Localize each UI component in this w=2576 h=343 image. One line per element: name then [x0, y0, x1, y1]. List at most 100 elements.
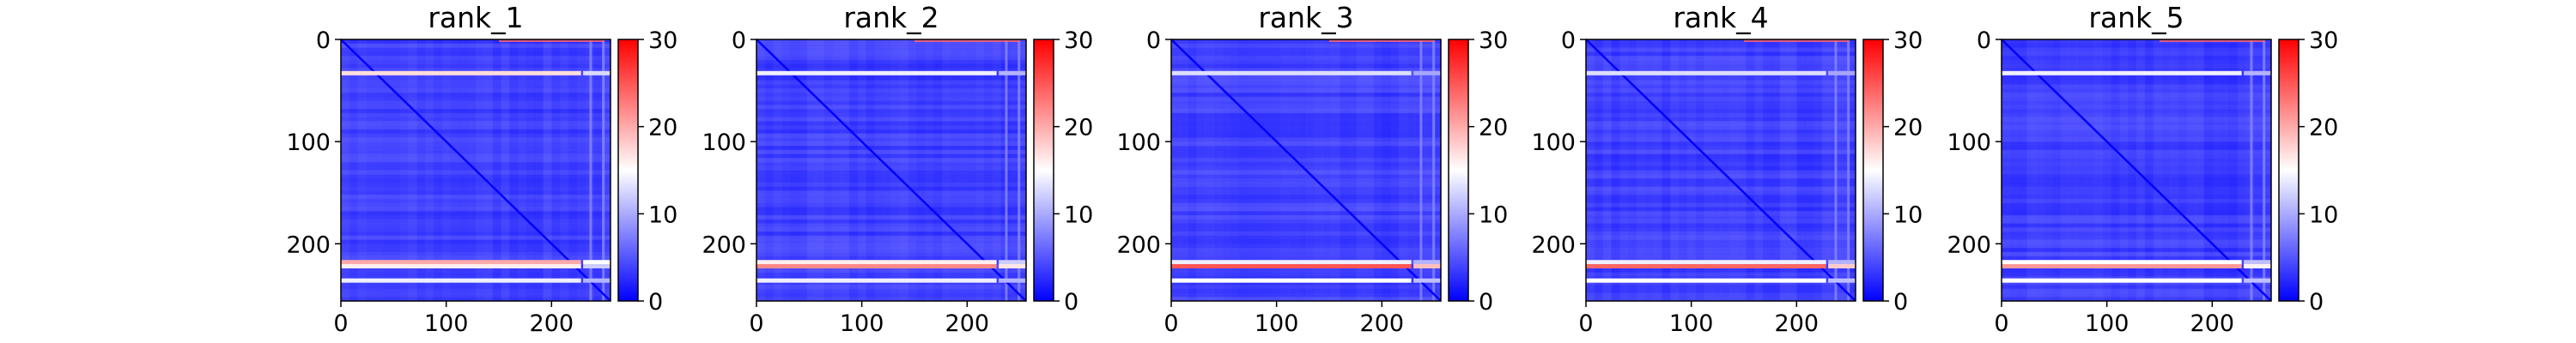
heatmap-band [1413, 278, 1441, 283]
heatmap-row-stripe [2002, 43, 2271, 49]
panel-title: rank_4 [1673, 1, 1768, 34]
x-tick-label: 200 [945, 310, 990, 337]
heatmap-row-stripe [2002, 231, 2271, 237]
heatmap-col-stripe [551, 39, 561, 301]
heatmap-band [583, 70, 611, 75]
heatmap-row-stripe [1586, 43, 1856, 49]
heatmap-row-stripe [1586, 280, 1856, 286]
heatmap-row-stripe [756, 195, 1026, 200]
heatmap-col-band [1834, 39, 1838, 301]
heatmap-col-stripe [2111, 39, 2120, 301]
heatmap-col-stripe [576, 39, 586, 301]
heatmap-col-stripe [459, 39, 468, 301]
heatmap-band [1586, 263, 1826, 268]
heatmap-row-stripe [2002, 92, 2271, 98]
heatmap-row-stripe [1586, 80, 1856, 85]
heatmap-band [1828, 263, 1856, 268]
heatmap-col-stripe [2254, 39, 2263, 301]
heatmap-row-stripe [341, 63, 611, 69]
heatmap-col-stripe [425, 39, 434, 301]
heatmap-row-stripe [1586, 284, 1856, 290]
heatmap-row-stripe [756, 75, 1026, 81]
heatmap-row-stripe [341, 190, 611, 196]
heatmap-row-stripe [1171, 149, 1441, 154]
heatmap-row-stripe [2002, 288, 2271, 293]
colorbar-tick-label: 20 [1893, 115, 1923, 141]
heatmap-col-stripe [1746, 39, 1755, 301]
colorbar [1448, 39, 1469, 302]
heatmap-row-stripe [1171, 248, 1441, 253]
heatmap-row-stripe [1586, 214, 1856, 220]
heatmap-band [1413, 260, 1441, 265]
colorbar [1033, 39, 1054, 302]
heatmap-col-stripe [2026, 39, 2036, 301]
heatmap-row-stripe [2002, 96, 2271, 101]
heatmap-col-stripe [1009, 39, 1018, 301]
x-tick-label: 0 [1163, 310, 1178, 337]
heatmap-row-stripe [341, 47, 611, 52]
heatmap-row-stripe [1586, 256, 1856, 261]
heatmap-row-stripe [1171, 68, 1441, 73]
heatmap-band [2002, 70, 2242, 75]
heatmap-row-stripe [756, 125, 1026, 130]
heatmap-col-stripe [568, 39, 578, 301]
heatmap-row-stripe [1171, 133, 1441, 138]
heatmap-row-stripe [756, 109, 1026, 114]
colorbar [1862, 39, 1884, 302]
heatmap-row-stripe [2002, 133, 2271, 138]
y-tick-label: 200 [286, 232, 331, 258]
heatmap-col-stripe [1272, 39, 1282, 301]
heatmap-band [2244, 263, 2271, 268]
heatmap-row-stripe [756, 248, 1026, 253]
heatmap-row-stripe [1586, 153, 1856, 159]
heatmap-row-stripe [1171, 244, 1441, 249]
heatmap-row-stripe [1586, 211, 1856, 216]
colorbar-tick-label: 20 [2309, 115, 2338, 141]
heatmap-col-stripe [1821, 39, 1832, 301]
heatmap-col-stripe [1704, 39, 1713, 301]
colorbar-tick-label: 20 [1064, 115, 1093, 141]
heatmap-row-stripe [1586, 231, 1856, 237]
heatmap-col-stripe [2009, 39, 2020, 301]
heatmap-row-stripe [756, 161, 1026, 167]
heatmap-row-stripe [1171, 227, 1441, 232]
heatmap-row-stripe [1586, 161, 1856, 167]
y-tick-label: 0 [1146, 27, 1161, 54]
heatmap-col-stripe [1196, 39, 1206, 301]
heatmap-row-stripe [1586, 63, 1856, 69]
heatmap-row-stripe [1171, 75, 1441, 81]
heatmap-row-stripe [341, 248, 611, 253]
heatmap-col-stripe [2018, 39, 2027, 301]
heatmap-col-stripe [1636, 39, 1646, 301]
heatmap-row-stripe [756, 141, 1026, 147]
heatmap-row-stripe [2002, 158, 2271, 163]
heatmap-row-stripe [1586, 186, 1856, 191]
heatmap-col-stripe [1221, 39, 1231, 301]
heatmap-col-stripe [1255, 39, 1265, 301]
x-tick-label: 0 [1578, 310, 1593, 337]
heatmap-band [756, 263, 997, 268]
heatmap-band [1828, 278, 1856, 283]
heatmap-row-stripe [341, 88, 611, 93]
heatmap-row-stripe [1586, 268, 1856, 274]
heatmap-col-stripe [2153, 39, 2162, 301]
heatmap-diagonal [2001, 39, 2272, 302]
heatmap-col-stripe [992, 39, 1002, 301]
heatmap-col-stripe [1611, 39, 1620, 301]
heatmap-band [2244, 260, 2271, 265]
heatmap-diagonal [1585, 39, 1856, 302]
x-tick-label: 100 [840, 310, 884, 337]
heatmap-row-stripe [1171, 292, 1441, 298]
heatmap-col-stripe [1662, 39, 1671, 301]
heatmap-col-stripe [2035, 39, 2044, 301]
y-tick-label: 200 [1531, 232, 1576, 258]
y-tick-label: 0 [1561, 27, 1576, 54]
heatmap-row-stripe [1171, 141, 1441, 147]
heatmap-row-stripe [1586, 198, 1856, 204]
heatmap-col-stripe [1432, 39, 1442, 301]
heatmap-row-stripe [341, 112, 611, 118]
heatmap-col-stripe [1653, 39, 1662, 301]
heatmap-col-stripe [1373, 39, 1382, 301]
heatmap-row-stripe [1171, 80, 1441, 85]
heatmap-col-stripe [1586, 39, 1595, 301]
